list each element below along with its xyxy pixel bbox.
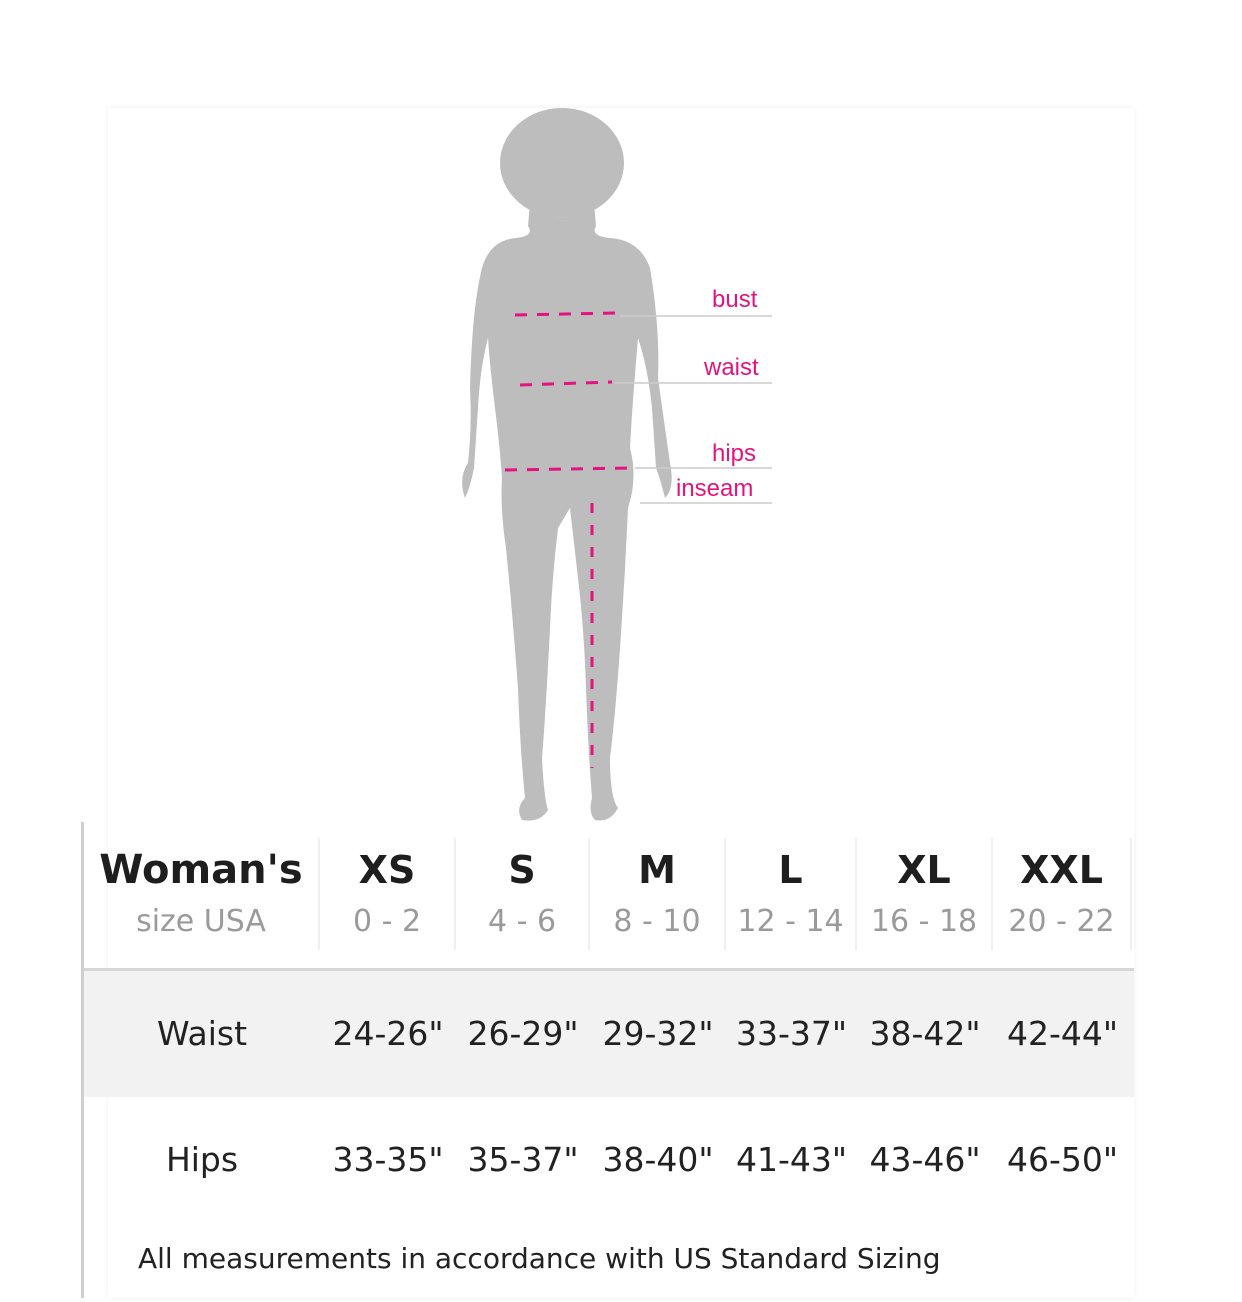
size-label: XL	[897, 848, 951, 892]
size-label: L	[778, 848, 803, 892]
row-label: Hips	[165, 1140, 239, 1179]
table-cell: 24-26"	[332, 1014, 444, 1053]
header-divider	[84, 968, 1134, 971]
table-row-waist: Waist 24-26" 26-29" 29-32" 33-37" 38-42"…	[84, 971, 1134, 1097]
size-label: XXL	[1020, 848, 1103, 892]
size-column-l: L 12 - 14	[726, 838, 857, 950]
table-row-hips: Hips 33-35" 35-37" 38-40" 41-43" 43-46" …	[84, 1097, 1134, 1225]
size-range: 8 - 10	[613, 904, 701, 939]
hips-label: hips	[712, 440, 757, 467]
table-cell: 33-37"	[735, 1014, 848, 1053]
table-cell: 46-50"	[1006, 1140, 1119, 1179]
table-cell: 33-35"	[332, 1140, 444, 1179]
size-range: 4 - 6	[487, 904, 557, 939]
table-cell: 43-46"	[869, 1140, 981, 1179]
table-cell: 41-43"	[735, 1140, 848, 1179]
size-label: XS	[358, 848, 416, 892]
size-label: M	[638, 848, 676, 892]
silhouette-image	[462, 108, 772, 821]
table-cell: 35-37"	[467, 1140, 579, 1179]
size-label: S	[508, 848, 536, 892]
inseam-label: inseam	[676, 475, 754, 502]
size-range: 16 - 18	[870, 904, 978, 939]
table-cell: 42-44"	[1006, 1014, 1119, 1053]
left-border	[81, 822, 84, 1298]
row-label: Waist	[156, 1014, 248, 1053]
size-range: 0 - 2	[352, 904, 422, 939]
size-range: 12 - 14	[737, 904, 844, 939]
table-cell: 26-29"	[467, 1014, 579, 1053]
body-measurement-figure: bust waist hips inseam	[460, 108, 790, 823]
header-subtitle: size USA	[136, 904, 266, 939]
size-column-m: M 8 - 10	[590, 838, 726, 950]
header-label-cell: Woman's size USA	[84, 838, 320, 950]
size-column-xs: XS 0 - 2	[320, 838, 456, 950]
size-column-s: S 4 - 6	[456, 838, 590, 950]
footnote: All measurements in accordance with US S…	[138, 1242, 941, 1275]
waist-label: waist	[704, 354, 759, 381]
bust-label: bust	[712, 286, 758, 313]
table-cell: 29-32"	[602, 1014, 714, 1053]
size-column-xl: XL 16 - 18	[857, 838, 993, 950]
size-range: 20 - 22	[1008, 904, 1115, 939]
size-column-xxl: XXL 20 - 22	[993, 838, 1132, 950]
table-cell: 38-40"	[602, 1140, 714, 1179]
table-cell: 38-42"	[869, 1014, 981, 1053]
header-title: Woman's	[99, 847, 303, 893]
